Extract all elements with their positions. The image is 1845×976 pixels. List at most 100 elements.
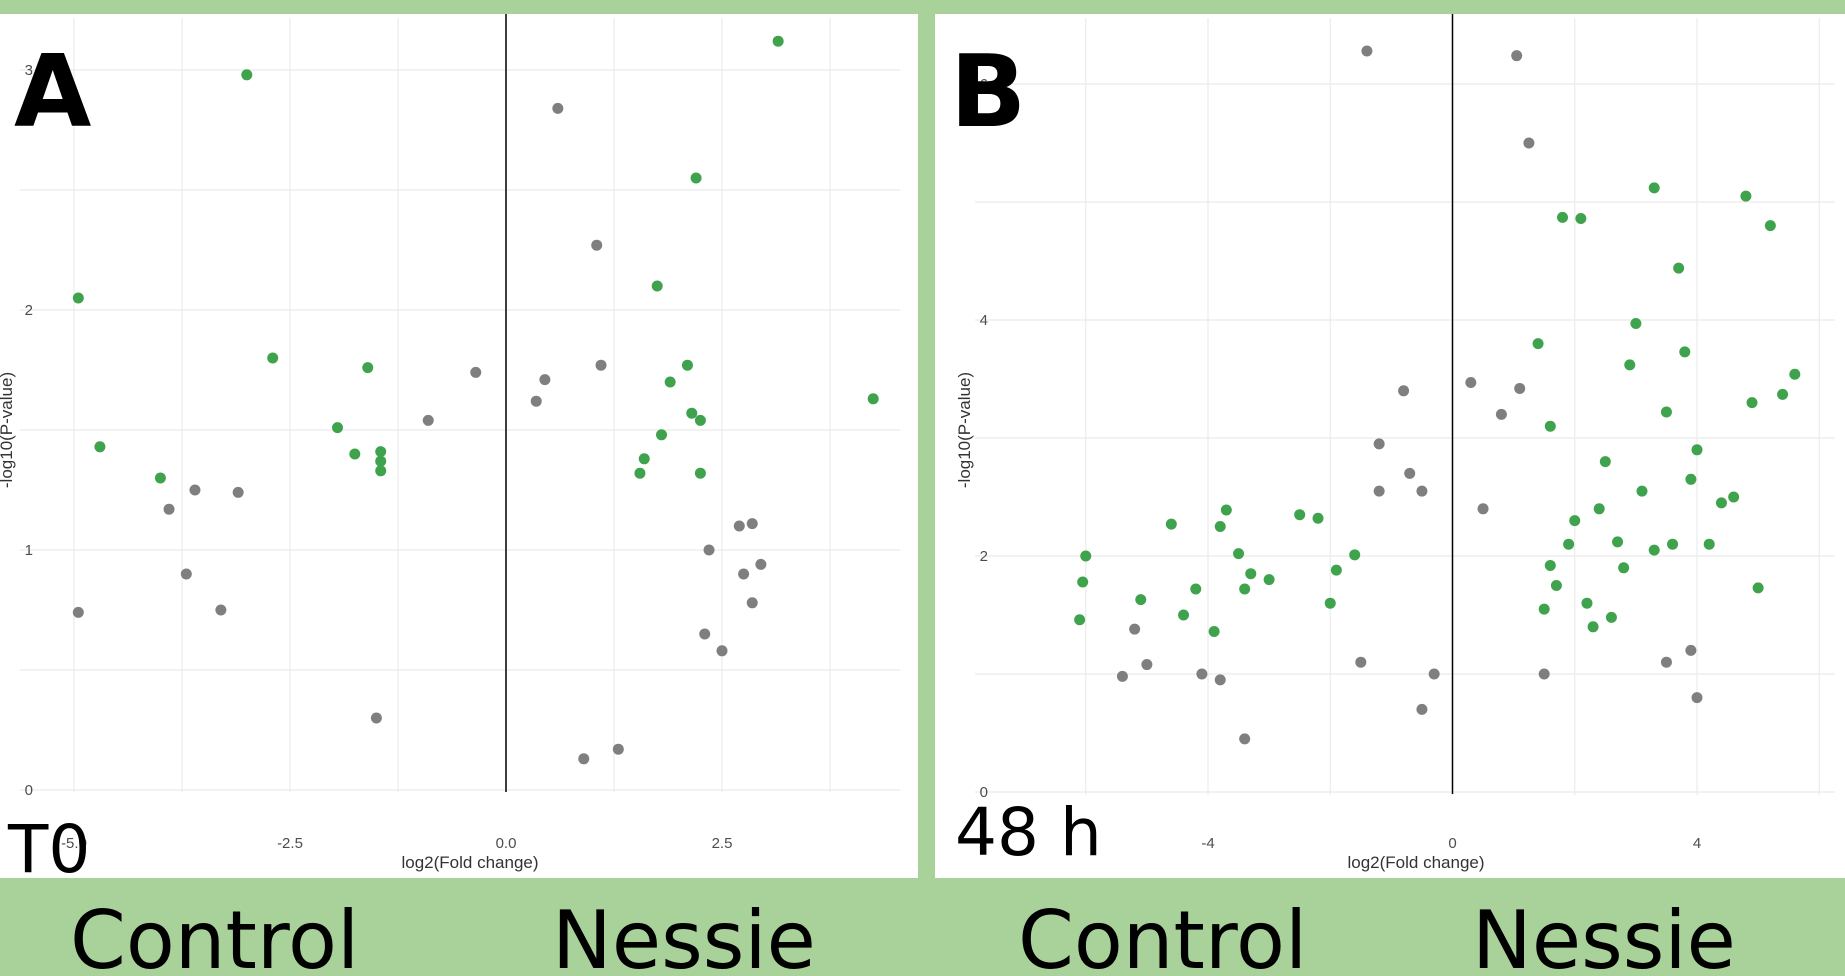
data-point xyxy=(1312,512,1324,524)
y-tick-label: 4 xyxy=(980,312,988,329)
data-point xyxy=(1116,670,1128,682)
y-tick-label: 3 xyxy=(25,62,33,79)
x-tick-label: 0 xyxy=(1448,835,1456,852)
panel-a-background xyxy=(0,14,918,878)
data-point xyxy=(1789,368,1801,380)
data-point xyxy=(1581,597,1593,609)
data-point xyxy=(690,172,702,184)
series-1 xyxy=(1116,45,1703,745)
data-point xyxy=(867,393,879,405)
data-point xyxy=(1165,518,1177,530)
data-point xyxy=(180,568,192,580)
data-point xyxy=(1129,623,1141,635)
data-point xyxy=(1605,611,1617,623)
data-point xyxy=(703,544,715,556)
series-0 xyxy=(1074,182,1801,638)
data-point xyxy=(1544,420,1556,432)
data-point xyxy=(375,465,387,477)
data-point xyxy=(1233,548,1245,560)
data-point xyxy=(1465,377,1477,389)
data-point xyxy=(1740,190,1752,202)
data-point xyxy=(755,558,767,570)
data-point xyxy=(1599,456,1611,468)
data-point xyxy=(1612,536,1624,548)
data-point xyxy=(1080,550,1092,562)
data-point xyxy=(1764,220,1776,232)
panel-b-background xyxy=(935,14,1845,878)
data-point xyxy=(375,455,387,467)
x-axis-title: log2(Fold change) xyxy=(1347,853,1484,872)
panel-a-plot: -5.0 -2.5 0.0 2.5 0 1 2 3 log2(Fold change) -log1… xyxy=(0,14,900,872)
data-point xyxy=(1220,504,1232,516)
series-1 xyxy=(72,102,767,765)
data-point xyxy=(94,441,106,453)
data-point xyxy=(716,645,728,657)
data-point xyxy=(232,486,244,498)
data-point xyxy=(1648,544,1660,556)
data-point xyxy=(1523,137,1535,149)
data-point xyxy=(1404,467,1416,479)
data-point xyxy=(656,429,668,441)
data-point xyxy=(539,374,551,386)
data-point xyxy=(1141,659,1153,671)
x-tick-label: -5.0 xyxy=(61,835,87,852)
data-point xyxy=(1214,674,1226,686)
data-point xyxy=(578,753,590,765)
data-point xyxy=(1416,485,1428,497)
panel-a: -5.0 -2.5 0.0 2.5 0 1 2 3 log2(Fold change) -log1… xyxy=(0,14,918,976)
data-point xyxy=(530,395,542,407)
y-axis-title: -log10(P-value) xyxy=(955,372,974,488)
data-point xyxy=(1624,359,1636,371)
data-point xyxy=(1575,213,1587,225)
y-tick-label: 2 xyxy=(980,548,988,565)
data-point xyxy=(1077,576,1089,588)
data-point xyxy=(1428,668,1440,680)
data-point xyxy=(1532,338,1544,350)
data-point xyxy=(694,467,706,479)
data-point xyxy=(733,520,745,532)
data-point xyxy=(1587,621,1599,633)
data-point xyxy=(591,239,603,251)
data-point xyxy=(694,414,706,426)
data-point xyxy=(746,597,758,609)
data-point xyxy=(1728,491,1740,503)
data-point xyxy=(154,472,166,484)
data-point xyxy=(1593,503,1605,515)
x-axis-title: log2(Fold change) xyxy=(401,853,538,872)
data-point xyxy=(1190,583,1202,595)
panel-a-right-group-label: Nessie xyxy=(552,894,816,976)
data-point xyxy=(1777,388,1789,400)
panel-b-time-label: 48 h xyxy=(955,794,1102,871)
data-point xyxy=(1373,485,1385,497)
data-point xyxy=(1636,485,1648,497)
data-point xyxy=(1569,515,1581,527)
panel-b-left-group-label: Control xyxy=(1018,894,1307,976)
data-point xyxy=(349,448,361,460)
y-tick-label: 2 xyxy=(25,302,33,319)
data-point xyxy=(1550,580,1562,591)
data-point xyxy=(72,292,84,304)
data-point xyxy=(1538,668,1550,680)
data-point xyxy=(1544,559,1556,571)
data-point xyxy=(638,453,650,465)
data-point xyxy=(1263,574,1275,586)
panel-a-time-label: T0 xyxy=(7,811,90,888)
data-point xyxy=(1477,503,1489,515)
data-point xyxy=(189,484,201,496)
x-tick-label: -2.5 xyxy=(277,835,303,852)
data-point xyxy=(738,568,750,580)
panel-a-left-group-label: Control xyxy=(70,894,359,976)
data-point xyxy=(1514,382,1526,394)
data-point xyxy=(1135,594,1147,606)
data-point xyxy=(1752,582,1764,594)
data-point xyxy=(422,414,434,426)
data-point xyxy=(1715,497,1727,509)
data-point xyxy=(267,352,279,364)
data-point xyxy=(1660,656,1672,668)
data-point xyxy=(1355,656,1367,668)
y-tick-label: 0 xyxy=(25,782,33,799)
data-point xyxy=(1074,614,1086,626)
data-point xyxy=(1660,406,1672,418)
panel-a-letter: A xyxy=(14,33,91,150)
x-tick-label: -4 xyxy=(1201,835,1214,852)
